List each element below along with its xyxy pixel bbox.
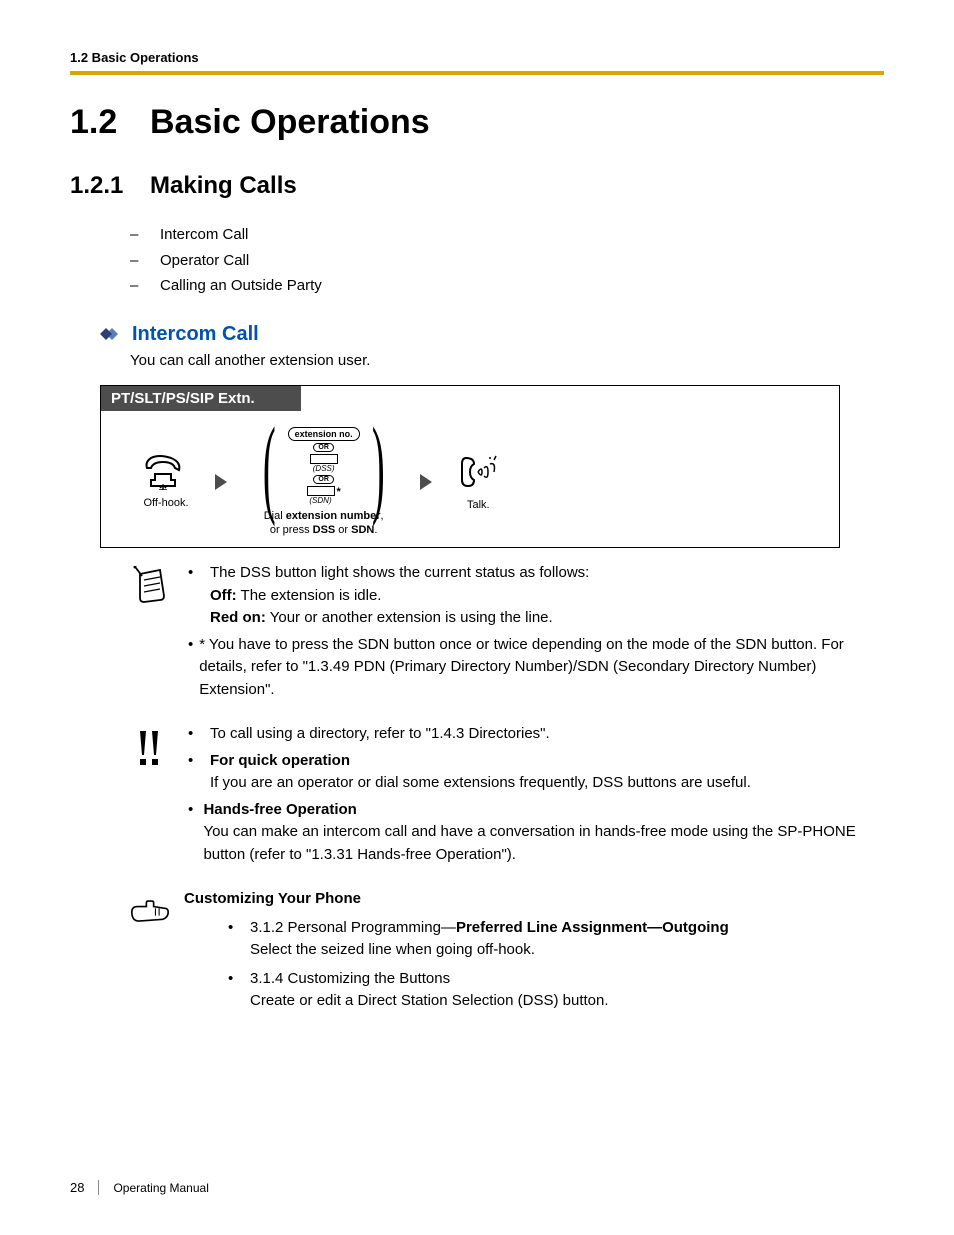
step-talk: Talk. [456,452,500,512]
talk-icon [456,452,500,492]
dss-label: (DSS) [313,464,335,473]
customize-title: Customizing Your Phone [184,890,361,907]
note-text: * You have to press the SDN button once … [199,634,884,702]
step-dial: ( extension no. OR (DSS) OR (SDN) * [251,427,396,505]
arrow-icon [215,474,227,490]
ref-desc: Create or edit a Direct Station Selectio… [250,992,609,1009]
heading-1: 1.2Basic Operations [70,103,884,142]
page-footer: 28 Operating Manual [70,1180,209,1195]
sdn-label: (SDN) [309,496,331,505]
h1-number: 1.2 [70,103,150,142]
asterisk-mark: * [337,486,341,498]
step-caption: Off-hook. [143,496,188,510]
h1-title: Basic Operations [150,103,430,141]
lead-text: You can call another extension user. [130,352,884,369]
or-badge: OR [313,475,334,484]
ref-text: 3.1.4 Customizing the Buttons [250,970,450,987]
or-badge: OR [313,443,334,452]
notepad-icon [130,566,170,606]
sdn-button-icon [307,486,335,496]
note-text: The DSS button light shows the current s… [210,564,589,581]
customize-block: Customizing Your Phone • 3.1.2 Personal … [130,888,884,1017]
step-caption: Talk. [467,498,490,512]
exclamation-icon [130,727,170,767]
hand-pointing-icon [130,892,170,932]
tip-text: You can make an intercom call and have a… [203,823,855,863]
handset-offhook-icon [141,454,191,490]
step-offhook: Off-hook. [141,454,191,510]
tip-text: If you are an operator or dial some exte… [210,774,751,791]
heading-2: 1.2.1Making Calls [70,172,884,200]
subheading-text: Intercom Call [132,323,259,346]
dss-button-icon [310,454,338,464]
procedure-diagram: PT/SLT/PS/SIP Extn. Off-hook. ( extensio… [100,385,840,549]
ref-text: 3.1.2 Personal Programming— [250,919,456,936]
tip-title: Hands-free Operation [203,801,356,818]
h2-number: 1.2.1 [70,172,150,200]
arrow-icon [420,474,432,490]
list-item: –Intercom Call [130,222,884,248]
tip-title: For quick operation [210,752,350,769]
extension-no-label: extension no. [288,427,360,441]
header-rule [70,71,884,75]
ref-desc: Select the seized line when going off-ho… [250,941,535,958]
subheading-intercom: Intercom Call [100,323,884,346]
tip-block: •To call using a directory, refer to "1.… [130,723,884,870]
topic-list: –Intercom Call –Operator Call –Calling a… [130,222,884,299]
list-item: –Operator Call [130,248,884,274]
doc-title: Operating Manual [113,1181,208,1195]
step-caption: Dial extension number, or press DSS or S… [264,509,384,538]
diamond-bullet-icon [100,326,124,342]
page-number: 28 [70,1180,99,1195]
list-item: –Calling an Outside Party [130,273,884,299]
header-section-label: 1.2 Basic Operations [70,50,884,65]
tip-text: To call using a directory, refer to "1.4… [210,723,550,746]
note-block: • The DSS button light shows the current… [130,562,884,705]
h2-title: Making Calls [150,172,297,199]
